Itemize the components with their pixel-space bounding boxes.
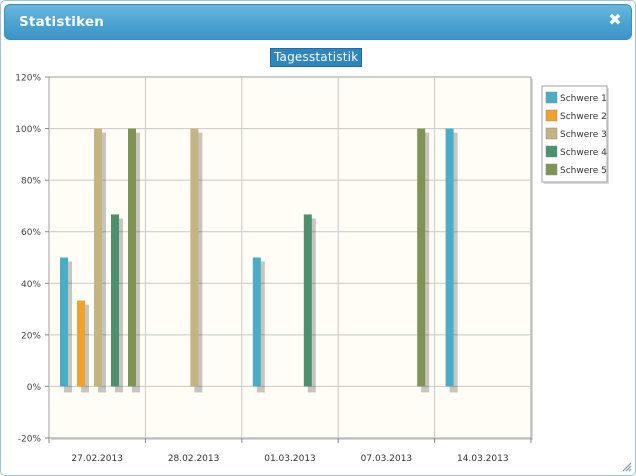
- x-tick-label: 01.03.2013: [264, 454, 316, 464]
- y-tick-label: 20%: [21, 331, 41, 341]
- resize-grip-icon[interactable]: [620, 460, 632, 472]
- dialog-titlebar[interactable]: Statistiken ✖: [4, 4, 632, 40]
- legend-swatch: [545, 109, 558, 122]
- x-tick-label: 07.03.2013: [361, 454, 413, 464]
- chart-title: Tagesstatistik: [270, 48, 363, 67]
- legend-swatch: [545, 145, 558, 158]
- bar: [445, 128, 454, 387]
- y-tick-label: -20%: [18, 435, 42, 445]
- legend-swatch: [545, 91, 558, 104]
- y-tick-label: 80%: [21, 177, 41, 187]
- legend-label: Schwere 3: [560, 130, 607, 140]
- bar: [190, 128, 199, 387]
- x-tick-label: 27.02.2013: [71, 454, 123, 464]
- legend-label: Schwere 5: [560, 166, 607, 176]
- y-tick-label: 0%: [27, 383, 42, 393]
- bar: [252, 257, 261, 387]
- x-tick-label: 28.02.2013: [168, 454, 220, 464]
- y-tick-label: 120%: [15, 74, 41, 84]
- bar: [94, 128, 102, 387]
- legend-swatch: [545, 127, 558, 140]
- legend-label: Schwere 2: [560, 112, 607, 122]
- y-tick-label: 100%: [15, 125, 41, 135]
- legend-swatch: [545, 163, 558, 176]
- x-tick-label: 14.03.2013: [457, 454, 509, 464]
- bar: [128, 128, 136, 387]
- dialog-title: Statistiken: [19, 14, 105, 30]
- legend-label: Schwere 1: [560, 94, 607, 104]
- legend-label: Schwere 4: [560, 148, 607, 158]
- bar: [303, 214, 312, 387]
- bar: [60, 257, 68, 387]
- bar: [417, 128, 426, 387]
- y-tick-label: 40%: [21, 280, 41, 290]
- close-icon[interactable]: ✖: [608, 10, 622, 29]
- y-tick-label: 60%: [21, 228, 41, 238]
- bar: [111, 214, 119, 387]
- bar: [77, 300, 85, 387]
